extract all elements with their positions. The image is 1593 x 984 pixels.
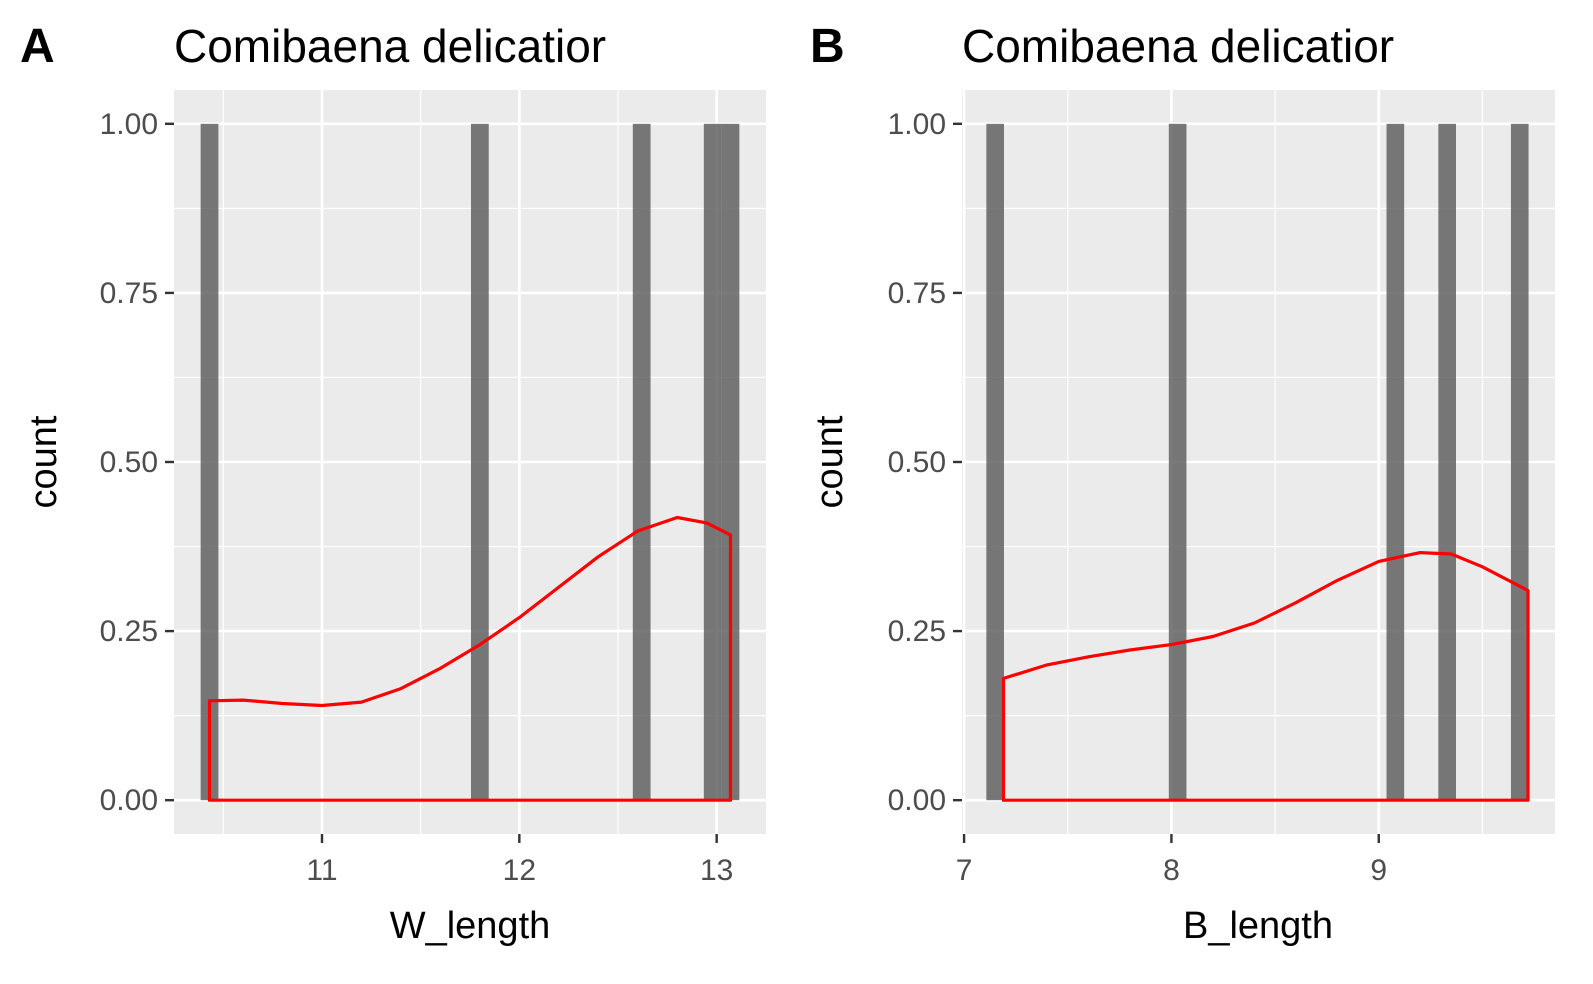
panel-a: A Comibaena delicatior 0.00 0.25 0.50 0.75 1… — [20, 20, 766, 947]
panel-b-bars — [986, 123, 1529, 801]
y-tick-label: 0.75 — [888, 277, 946, 310]
panel-b-y-axis-title: count — [809, 415, 851, 508]
panel-b-density — [1001, 551, 1530, 802]
panel-a-tag: A — [20, 20, 55, 73]
panel-b: B Comibaena delicatior 0.00 0.25 0.50 0.75 1… — [809, 20, 1555, 947]
histogram-bar — [1386, 123, 1405, 801]
x-tick-label: 11 — [306, 854, 337, 887]
y-tick-label: 0.50 — [100, 446, 158, 479]
y-tick-label: 0.25 — [100, 615, 158, 648]
y-tick-label: 0.75 — [100, 277, 158, 310]
histogram-bar — [470, 123, 489, 801]
histogram-bar — [200, 123, 219, 801]
density-curve — [1001, 551, 1530, 802]
y-tick-label: 0.00 — [100, 784, 158, 817]
x-tick-label: 12 — [503, 854, 536, 887]
histogram-bar — [986, 123, 1004, 801]
x-tick-label: 8 — [1163, 854, 1180, 887]
panel-b-x-axis: 7 8 9 — [956, 834, 1387, 887]
y-tick-label: 1.00 — [100, 108, 158, 141]
histogram-bar — [703, 123, 722, 801]
panel-b-x-axis-title: B_length — [1183, 905, 1333, 947]
panel-a-density — [207, 515, 733, 802]
panel-a-title: Comibaena delicatior — [174, 20, 606, 72]
x-tick-label: 7 — [956, 854, 973, 887]
histogram-bar — [721, 123, 740, 801]
x-tick-label: 13 — [700, 854, 733, 887]
y-tick-label: 0.25 — [888, 615, 946, 648]
panel-a-x-axis-title: W_length — [390, 905, 551, 947]
histogram-bar — [1438, 123, 1456, 801]
panel-a-bars — [200, 123, 740, 801]
histogram-bar — [632, 123, 651, 801]
panel-a-x-axis: 11 12 13 — [306, 834, 733, 887]
x-tick-label: 9 — [1370, 854, 1387, 887]
panel-b-tag: B — [810, 20, 845, 73]
panel-b-title: Comibaena delicatior — [962, 20, 1394, 72]
panel-a-y-axis: 0.00 0.25 0.50 0.75 1.00 — [100, 108, 174, 817]
y-tick-label: 1.00 — [888, 108, 946, 141]
panel-b-y-axis: 0.00 0.25 0.50 0.75 1.00 — [888, 108, 962, 817]
y-tick-label: 0.00 — [888, 784, 946, 817]
panel-a-y-axis-title: count — [23, 415, 65, 508]
y-tick-label: 0.50 — [888, 446, 946, 479]
histogram-bar — [1168, 123, 1187, 801]
density-curve — [207, 515, 733, 802]
histogram-bar — [1510, 123, 1529, 801]
